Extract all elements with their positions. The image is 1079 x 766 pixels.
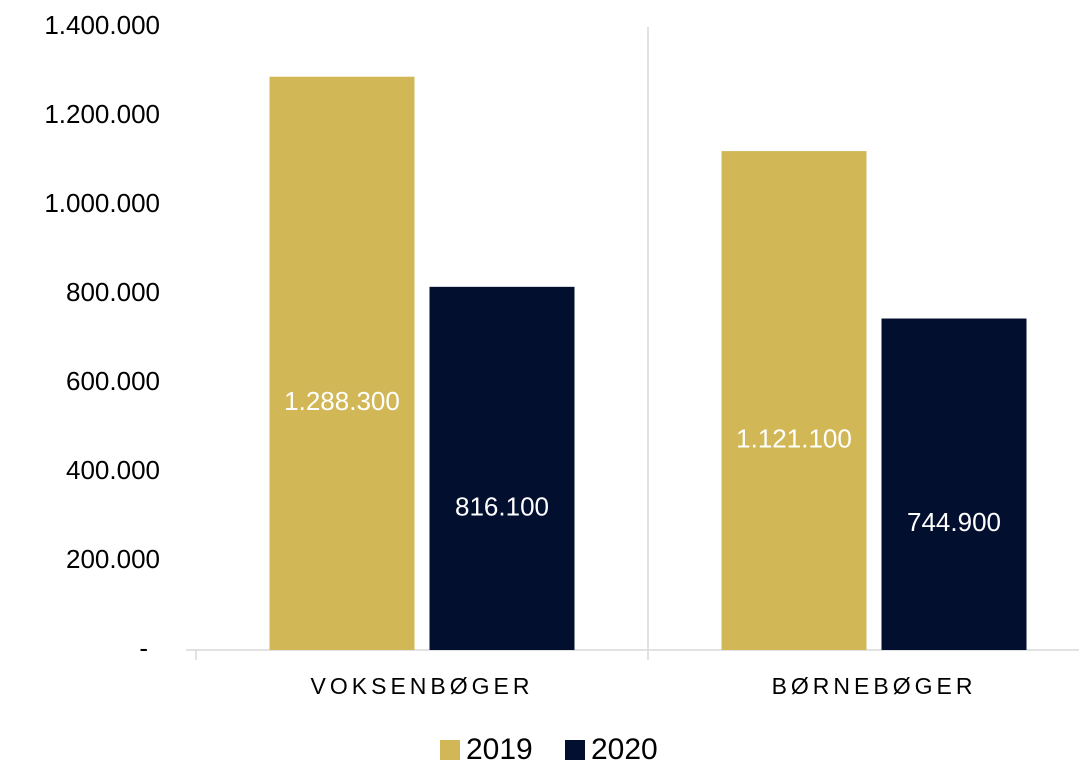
y-tick-label: - — [139, 633, 148, 663]
x-tick-label: VOKSENBØGER — [311, 673, 534, 699]
legend-swatch — [440, 740, 460, 760]
bar — [429, 286, 575, 650]
y-tick-label: 1.400.000 — [44, 10, 160, 40]
y-tick-label: 1.200.000 — [44, 99, 160, 129]
bar — [881, 318, 1027, 650]
data-label: 816.100 — [455, 491, 549, 521]
legend-label: 2019 — [466, 733, 533, 766]
x-tick-label: BØRNEBØGER — [772, 673, 977, 699]
legend-swatch — [565, 740, 585, 760]
y-tick-label: 800.000 — [66, 277, 160, 307]
data-label: 1.121.100 — [736, 423, 852, 453]
data-label: 744.900 — [907, 507, 1001, 537]
bar — [721, 151, 867, 650]
y-tick-label: 200.000 — [66, 544, 160, 574]
y-tick-label: 600.000 — [66, 366, 160, 396]
bar — [269, 76, 415, 651]
data-label: 1.288.300 — [284, 386, 400, 416]
y-tick-label: 1.000.000 — [44, 188, 160, 218]
y-tick-label: 400.000 — [66, 455, 160, 485]
legend-label: 2020 — [591, 733, 658, 766]
